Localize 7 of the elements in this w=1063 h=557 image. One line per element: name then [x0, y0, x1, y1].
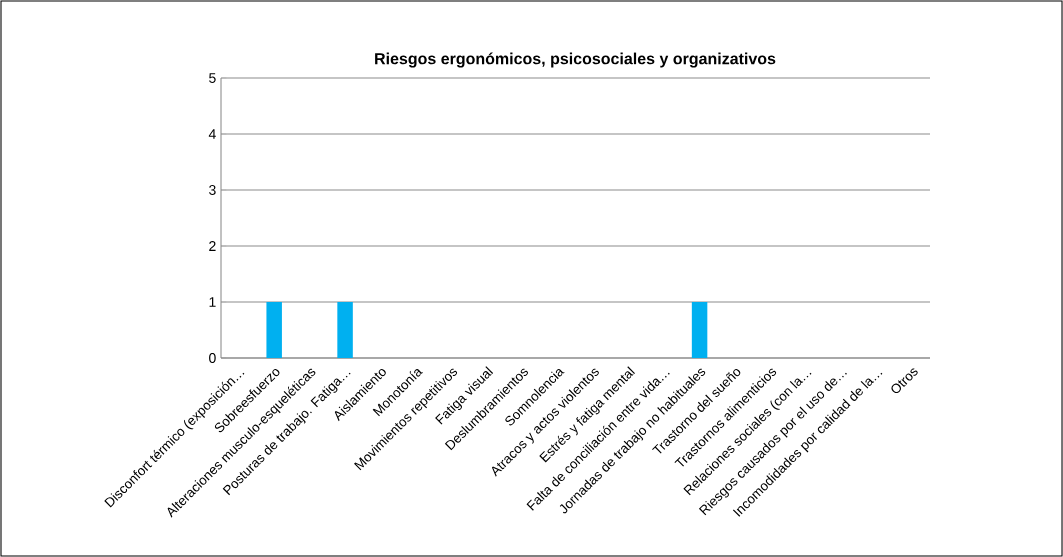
y-tick-label: 4 [208, 129, 216, 139]
y-tick-label: 0 [209, 353, 216, 363]
y-tick-label: 3 [209, 185, 216, 195]
y-tick-label: 1 [209, 297, 216, 307]
chart-title: Riesgos ergonómicos, psicosociales y organizativos [375, 52, 776, 68]
y-tick-label: 5 [209, 73, 216, 83]
y-tick-label: 2 [209, 241, 216, 251]
